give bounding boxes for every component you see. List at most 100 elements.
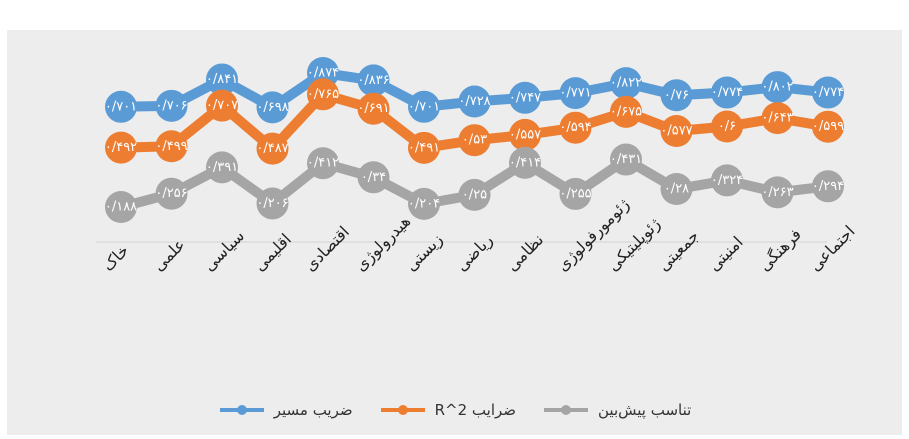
category-label: زیستی bbox=[401, 230, 447, 276]
data-point bbox=[660, 173, 693, 206]
data-label: ۰/۳۲۴ bbox=[711, 173, 743, 188]
legend-item-r2: ضرایب R^2 bbox=[379, 401, 516, 419]
data-label: ۰/۳۴ bbox=[361, 170, 386, 185]
data-point bbox=[711, 110, 743, 143]
data-point bbox=[812, 76, 844, 109]
data-point bbox=[307, 147, 339, 180]
data-point bbox=[610, 67, 642, 100]
category-label: علمی bbox=[149, 235, 189, 275]
category-label: امنیتی bbox=[704, 233, 746, 275]
data-label: ۰/۶۷۵ bbox=[610, 104, 642, 119]
data-point bbox=[660, 115, 693, 148]
chart-area bbox=[7, 30, 902, 435]
data-label: ۰/۴۱۲ bbox=[307, 156, 339, 171]
legend-label: ضریب مسیر bbox=[273, 401, 353, 419]
data-label: ۰/۲۶۳ bbox=[761, 185, 793, 200]
data-point bbox=[812, 170, 844, 203]
data-label: ۰/۷۰۱ bbox=[105, 99, 137, 114]
data-point bbox=[408, 187, 440, 220]
data-label: ۰/۲۸ bbox=[664, 182, 689, 197]
data-point bbox=[307, 78, 339, 111]
legend-swatch bbox=[544, 405, 589, 415]
data-label: ۰/۲۹۴ bbox=[812, 179, 844, 194]
data-point bbox=[509, 146, 541, 179]
data-label: ۰/۷۷۴ bbox=[812, 85, 844, 100]
data-point bbox=[105, 131, 137, 164]
data-point bbox=[256, 187, 289, 220]
data-point bbox=[357, 161, 390, 194]
data-point bbox=[711, 76, 743, 109]
data-point bbox=[559, 77, 592, 110]
data-label: ۰/۷۰۶ bbox=[155, 98, 187, 113]
data-point bbox=[610, 143, 642, 176]
data-point bbox=[761, 176, 794, 209]
data-point bbox=[458, 85, 491, 118]
data-point bbox=[206, 63, 238, 96]
data-label: ۰/۲۰۴ bbox=[408, 196, 440, 211]
data-point bbox=[206, 89, 238, 122]
data-point bbox=[155, 130, 188, 163]
data-point bbox=[408, 131, 440, 164]
data-point bbox=[105, 90, 137, 123]
data-point bbox=[408, 90, 440, 123]
legend-label: تناسب پیش‌بین bbox=[598, 401, 692, 419]
data-label: ۰/۷۶ bbox=[664, 88, 689, 103]
data-label: ۰/۶ bbox=[718, 119, 736, 134]
data-label: ۰/۷۰۱ bbox=[408, 99, 440, 114]
data-label: ۰/۴۹۱ bbox=[408, 140, 440, 155]
category-label: اجتماعی bbox=[805, 222, 858, 275]
data-label: ۰/۵۷۷ bbox=[660, 124, 692, 139]
data-point bbox=[509, 81, 541, 114]
data-label: ۰/۷۶۵ bbox=[307, 87, 339, 102]
data-label: ۰/۴۹۹ bbox=[155, 139, 187, 154]
legend-swatch bbox=[380, 405, 425, 415]
data-point bbox=[812, 110, 844, 143]
data-point bbox=[660, 79, 693, 112]
data-label: ۰/۸۲۲ bbox=[610, 76, 642, 91]
data-point bbox=[105, 191, 137, 223]
category-label: سیاسی bbox=[199, 226, 248, 275]
data-label: ۰/۲۰۶ bbox=[256, 196, 288, 211]
data-point bbox=[761, 71, 794, 104]
category-label: نظامی bbox=[502, 230, 547, 275]
data-label: ۰/۴۹۲ bbox=[105, 140, 137, 155]
data-label: ۰/۲۵۵ bbox=[559, 186, 591, 201]
data-label: ۰/۶۴۳ bbox=[761, 111, 793, 126]
data-point bbox=[711, 164, 743, 197]
data-point bbox=[357, 64, 390, 97]
data-point bbox=[357, 92, 390, 125]
data-label: ۰/۴۳۱ bbox=[610, 152, 642, 167]
data-point bbox=[206, 151, 238, 184]
data-point bbox=[256, 91, 289, 124]
data-label: ۰/۸۷۴ bbox=[307, 66, 339, 81]
data-label: ۰/۸۳۶ bbox=[357, 73, 389, 88]
data-point bbox=[610, 95, 642, 128]
category-label: خاک bbox=[98, 241, 132, 275]
data-label: ۰/۴۱۴ bbox=[509, 155, 541, 170]
legend: تناسب پیش‌بین ضرایب R^2 ضریب مسیر bbox=[0, 392, 909, 428]
data-label: ۰/۷۲۸ bbox=[458, 94, 490, 109]
data-label: ۰/۵۹۹ bbox=[812, 119, 844, 134]
data-point bbox=[155, 89, 188, 122]
data-point bbox=[761, 102, 794, 135]
data-label: ۰/۸۰۲ bbox=[761, 80, 793, 95]
data-label: ۰/۷۰۷ bbox=[206, 98, 238, 113]
category-label: اقتصادی bbox=[300, 222, 353, 275]
data-label: ۰/۴۸۷ bbox=[256, 141, 288, 156]
data-label: ۰/۳۹۱ bbox=[206, 160, 238, 175]
data-point bbox=[458, 124, 491, 157]
legend-label: ضرایب R^2 bbox=[434, 401, 517, 419]
data-point bbox=[256, 132, 289, 165]
data-label: ۰/۵۹۴ bbox=[559, 120, 591, 135]
data-label: ۰/۷۴۷ bbox=[509, 90, 541, 105]
data-label: ۰/۵۵۷ bbox=[509, 127, 541, 142]
data-label: ۰/۱۸۸ bbox=[105, 200, 137, 215]
data-point bbox=[559, 111, 592, 144]
data-label: ۰/۵۳ bbox=[462, 133, 487, 148]
category-label: فرهنگی bbox=[755, 225, 806, 276]
category-label: اقلیمی bbox=[250, 230, 295, 275]
data-label: ۰/۷۷۱ bbox=[559, 86, 591, 101]
legend-item-predictor-fit: تناسب پیش‌بین bbox=[542, 401, 691, 419]
